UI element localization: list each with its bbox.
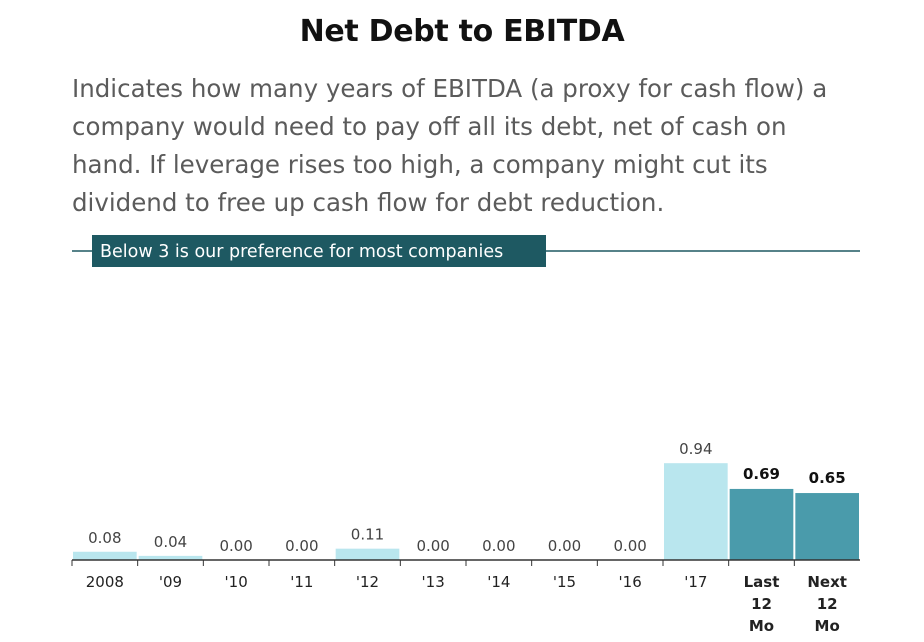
- bar-9: [664, 463, 728, 560]
- bar-4: [335, 548, 400, 560]
- bar-0: [73, 551, 137, 560]
- value-label-6: 0.00: [482, 537, 515, 555]
- tick-label-5: '13: [422, 573, 445, 591]
- bar-1: [138, 555, 203, 560]
- value-label-0: 0.08: [88, 529, 121, 547]
- tick-label-1: '09: [159, 573, 182, 591]
- tick-label-10: Last 12 Mo: [744, 573, 780, 635]
- tick-label-7: '15: [553, 573, 576, 591]
- value-label-11: 0.65: [809, 469, 846, 487]
- value-label-9: 0.94: [679, 440, 712, 458]
- reference-label: Below 3 is our preference for most compa…: [100, 242, 503, 262]
- ticks-group: [71, 560, 795, 566]
- tick-label-6: '14: [487, 573, 510, 591]
- tick-label-11: Next 12 Mo: [807, 573, 847, 635]
- chart-description: Indicates how many years of EBITDA (a pr…: [72, 74, 828, 217]
- value-label-2: 0.00: [219, 537, 252, 555]
- value-label-3: 0.00: [285, 537, 318, 555]
- value-label-4: 0.11: [351, 526, 384, 544]
- tick-label-4: '12: [356, 573, 379, 591]
- tick-labels-group: 2008 '09 '10 '11 '12 '13 '14 '15 '16 '17 Last 12 Mo N…: [86, 573, 847, 635]
- bar-10: [729, 488, 794, 560]
- tick-label-2: '10: [225, 573, 248, 591]
- reference-label-bg: [92, 235, 546, 267]
- bar-11: [795, 493, 859, 560]
- tick-label-9: '17: [684, 573, 707, 591]
- tick-label-8: '16: [619, 573, 642, 591]
- value-label-1: 0.04: [154, 533, 187, 551]
- tick-label-3: '11: [290, 573, 313, 591]
- value-label-7: 0.00: [548, 537, 581, 555]
- chart-title: Net Debt to EBITDA: [299, 14, 625, 49]
- value-label-5: 0.00: [416, 537, 449, 555]
- tick-label-0: 2008: [86, 573, 124, 591]
- value-label-8: 0.00: [613, 537, 646, 555]
- value-label-10: 0.69: [743, 465, 780, 483]
- bars-group: 0.08 0.04 0.00 0.00 0.11 0.00 0.00 0.00 0.00 0.94…: [73, 440, 859, 560]
